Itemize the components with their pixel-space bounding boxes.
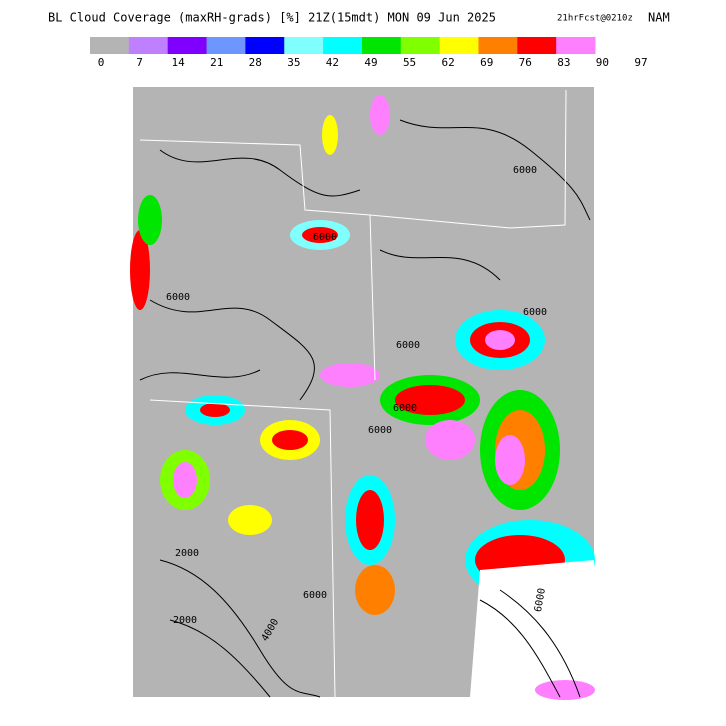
color-swatch [478,37,518,54]
color-swatch [90,37,130,54]
contour-label: 6000 [303,590,327,601]
cloud-areas [130,95,595,700]
colorbar-label: 76 [519,56,532,69]
colorbar-label: 42 [326,56,339,69]
contour-label: 2000 [173,615,197,626]
color-swatch [517,37,557,54]
contour-label: 6000 [368,425,392,436]
colorbar-label: 69 [480,56,493,69]
model-name: NAM [648,11,670,25]
color-swatch [206,37,246,54]
colorbar-label: 21 [210,56,223,69]
colorbar: 0 7 14 21 28 35 42 49 55 62 69 76 83 90 97 [90,37,648,69]
color-swatch [167,37,208,54]
title: BL Cloud Coverage (maxRH-grads) [%] 21Z(… [48,11,496,25]
contours [139,119,591,698]
color-swatch [323,37,363,54]
contour-label: 6000 [523,307,547,318]
color-swatch [128,37,169,54]
color-swatch [245,37,285,54]
colorbar-label: 14 [172,56,186,69]
colorbar-label: 28 [249,56,262,69]
forecast-time: 21hrFcst@0210z [557,14,633,24]
colorbar-label: 0 [98,56,105,69]
color-swatch [361,37,402,54]
colorbar-label: 83 [557,56,570,69]
color-swatch [284,37,324,54]
contour-label: 6000 [396,340,420,351]
color-swatch [400,37,441,54]
colorbar-label: 35 [287,56,300,69]
contour-label: 6000 [513,165,537,176]
contour-label: 6000 [533,587,548,613]
colorbar-label: 49 [364,56,377,69]
colorbar-label: 90 [596,56,609,69]
colorbar-label: 97 [634,56,647,69]
contour-label: 2000 [175,548,199,559]
contour-label: 6000 [166,292,190,303]
contour-label: 6000 [313,232,337,243]
colorbar-label: 7 [136,56,143,69]
color-swatch [439,37,479,54]
state-borders [139,89,567,698]
colorbar-label: 55 [403,56,416,69]
color-swatch [556,37,596,54]
contour-label: 6000 [393,403,417,414]
colorbar-label: 62 [442,56,455,69]
